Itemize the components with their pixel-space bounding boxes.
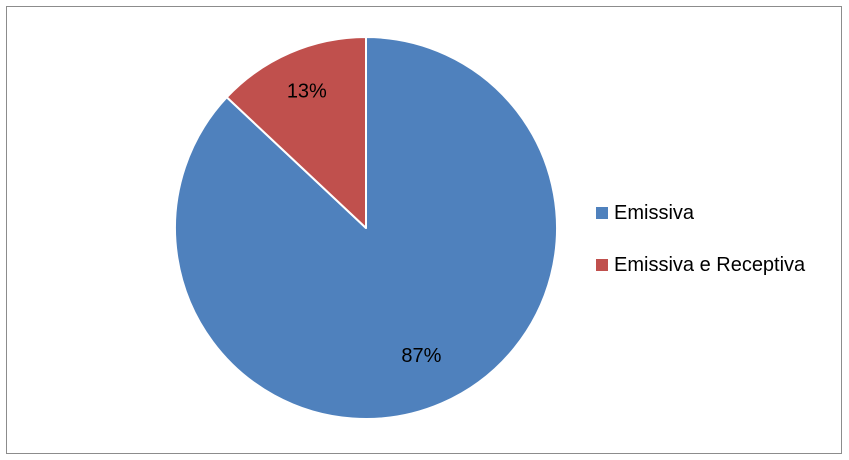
data-label-emissiva: 87%: [401, 345, 441, 367]
legend-item-emissiva: Emissiva: [596, 200, 805, 226]
legend-item-emissiva-e-receptiva: Emissiva e Receptiva: [596, 252, 805, 278]
legend-swatch-emissiva: [596, 207, 608, 219]
legend-label-emissiva-e-receptiva: Emissiva e Receptiva: [614, 253, 806, 276]
legend: Emissiva Emissiva e Receptiva: [596, 200, 805, 304]
pie-slices: [174, 36, 558, 420]
pie-data-labels: 87% 13%: [287, 80, 442, 367]
data-label-emissiva-e-receptiva: 13%: [287, 80, 327, 102]
pie-slice-emissiva-e-receptiva: [225, 36, 367, 229]
legend-swatch-emissiva-e-receptiva: [596, 259, 608, 271]
legend-label-emissiva: Emissiva: [614, 201, 695, 224]
